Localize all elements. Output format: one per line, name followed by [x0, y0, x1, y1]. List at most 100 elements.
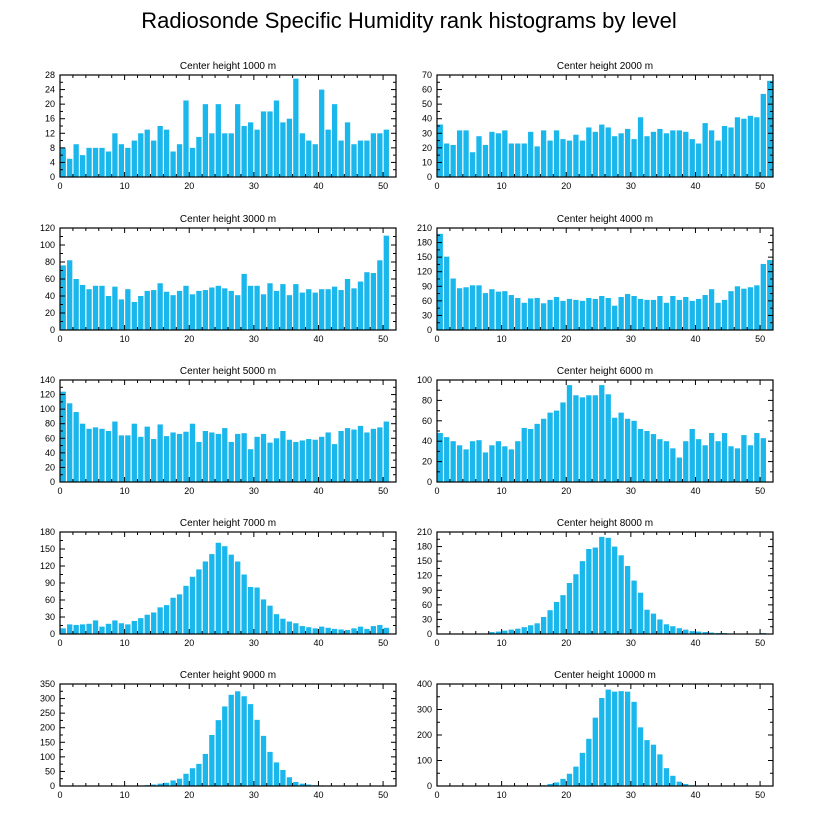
- x-tick-label: 10: [497, 181, 507, 191]
- histogram-bar: [202, 290, 209, 330]
- histogram-bar: [157, 424, 163, 482]
- histogram-bar: [508, 629, 514, 634]
- histogram-bar: [586, 127, 592, 177]
- x-tick-label: 10: [497, 334, 507, 344]
- panel-title: Center height 7000 m: [180, 518, 276, 529]
- histogram-bar: [215, 542, 221, 634]
- histogram-bar: [222, 706, 228, 786]
- histogram-bar: [247, 285, 254, 330]
- histogram-bar: [338, 290, 344, 330]
- histogram-bar: [377, 427, 383, 482]
- histogram-bar: [689, 631, 695, 634]
- histogram-bar: [747, 287, 754, 330]
- histogram-bar: [60, 628, 66, 634]
- plot-frame: [436, 683, 774, 787]
- histogram-bar: [631, 580, 637, 634]
- x-tick-label: 50: [755, 486, 765, 496]
- x-tick-label: 10: [497, 638, 507, 648]
- histogram-bar: [312, 292, 318, 330]
- histogram-bar: [306, 627, 312, 634]
- histogram-bar: [708, 433, 715, 482]
- histogram-bar: [612, 546, 618, 634]
- histogram-bar: [209, 432, 215, 482]
- y-tick-label: 28: [45, 70, 55, 80]
- histogram-bar: [547, 610, 553, 634]
- histogram-bar: [170, 432, 176, 482]
- histogram-bar: [708, 632, 715, 634]
- histogram-bar: [534, 423, 540, 482]
- histogram-bar: [599, 385, 605, 482]
- histogram-bar: [767, 80, 773, 177]
- histogram-bar: [73, 279, 79, 330]
- histogram-bar: [683, 441, 689, 482]
- histogram-bar: [202, 753, 209, 786]
- x-tick-label: 50: [755, 334, 765, 344]
- histogram-bar: [450, 441, 456, 482]
- y-tick-label: 30: [422, 310, 432, 320]
- histogram-bar: [631, 296, 637, 330]
- histogram-bar: [495, 291, 502, 330]
- histogram-bar: [495, 441, 502, 482]
- histogram-bar: [721, 433, 728, 482]
- x-tick-label: 30: [626, 334, 636, 344]
- histogram-bar: [228, 554, 234, 634]
- histogram-bar: [377, 133, 383, 177]
- histogram-bar: [566, 385, 573, 482]
- histogram-bar: [708, 289, 715, 330]
- histogram-bar: [534, 297, 540, 330]
- histogram-bar: [241, 126, 247, 177]
- histogram-bar: [444, 143, 450, 177]
- histogram-bar: [760, 438, 766, 482]
- histogram-bar: [202, 431, 209, 482]
- histogram-bar: [553, 130, 560, 177]
- x-tick-label: 20: [561, 638, 571, 648]
- histogram-bar: [469, 441, 476, 482]
- y-tick-label: 20: [45, 308, 55, 318]
- histogram-bar: [721, 126, 728, 177]
- histogram-bar: [273, 614, 280, 634]
- histogram-bar: [592, 298, 598, 330]
- histogram-bar: [144, 129, 150, 177]
- histogram-bar: [683, 131, 689, 177]
- histogram-bar: [118, 144, 125, 177]
- histogram-bar: [273, 438, 280, 482]
- histogram-bar: [515, 143, 521, 177]
- y-tick-label: 350: [40, 679, 55, 689]
- histogram-bar: [299, 440, 305, 482]
- histogram-bar: [144, 426, 150, 482]
- histogram-bar: [618, 133, 624, 177]
- x-tick-label: 20: [561, 181, 571, 191]
- histogram-bar: [215, 104, 221, 177]
- y-tick-label: 0: [50, 325, 55, 335]
- histogram-bar: [689, 139, 695, 177]
- y-tick-label: 0: [427, 172, 432, 182]
- histogram-bar: [592, 395, 598, 482]
- histogram-bar: [450, 144, 456, 177]
- histogram-bar: [560, 402, 566, 482]
- histogram-bar: [144, 290, 150, 330]
- histogram-bar: [73, 144, 79, 177]
- x-tick-label: 40: [690, 638, 700, 648]
- histogram-bar: [131, 620, 137, 634]
- histogram-bar: [105, 623, 112, 634]
- histogram-bar: [631, 701, 637, 786]
- y-tick-label: 150: [40, 544, 55, 554]
- histogram-bar: [325, 432, 331, 482]
- x-tick-label: 30: [626, 486, 636, 496]
- histogram-bar: [125, 435, 131, 482]
- histogram-bar: [189, 576, 196, 634]
- histogram-bar: [528, 298, 534, 330]
- histogram-bar: [637, 298, 644, 330]
- histogram-panel: Center height 3000 m 0 10 20 30 40 50 0 20 40 60 80…: [40, 214, 397, 344]
- histogram-bar: [118, 623, 125, 634]
- histogram-bar: [176, 594, 183, 634]
- histogram-bar: [644, 299, 650, 330]
- histogram-bar: [306, 289, 312, 330]
- histogram-bar: [267, 751, 273, 786]
- histogram-bar: [650, 131, 657, 177]
- histogram-bar: [495, 133, 502, 177]
- histogram-bar: [157, 126, 163, 177]
- plot-frame: [436, 531, 774, 635]
- histogram-bar: [235, 104, 241, 177]
- y-tick-label: 40: [422, 436, 432, 446]
